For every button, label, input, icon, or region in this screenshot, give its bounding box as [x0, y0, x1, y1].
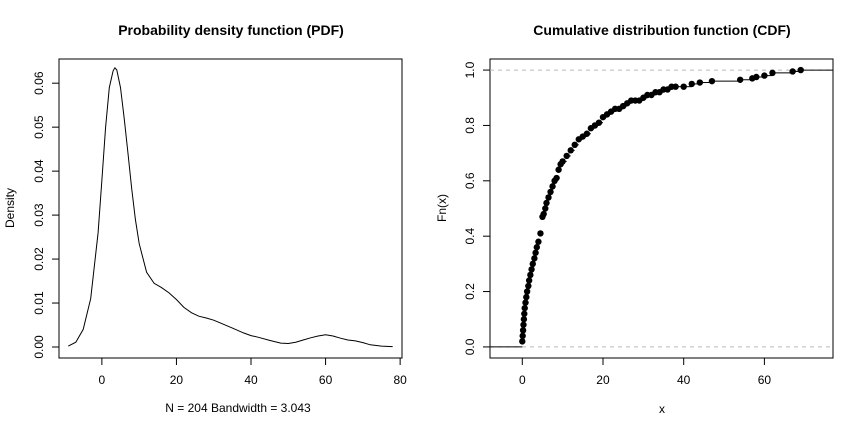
cdf-point: [525, 282, 532, 290]
cdf-point: [761, 72, 768, 79]
cdf-panel: Cumulative distribution function (CDF) 0…: [435, 22, 834, 416]
cdf-x-tick-label: 60: [758, 373, 772, 387]
cdf-point: [519, 332, 526, 340]
cdf-point: [545, 194, 552, 201]
pdf-y-tick-label: 0.01: [32, 291, 46, 315]
cdf-point: [540, 210, 547, 218]
cdf-point: [688, 80, 695, 88]
cdf-point: [519, 327, 527, 334]
cdf-point: [531, 255, 538, 262]
cdf-x-tick-label: 0: [519, 373, 526, 387]
pdf-x-tick-label: 60: [319, 373, 333, 387]
pdf-x-label: N = 204 Bandwidth = 3.043: [165, 401, 311, 415]
cdf-point: [595, 119, 603, 126]
cdf-point: [571, 141, 578, 149]
cdf-point: [521, 304, 528, 312]
cdf-point: [708, 77, 716, 85]
cdf-point: [523, 288, 531, 295]
cdf-point: [672, 83, 679, 90]
pdf-x-tick-label: 20: [170, 373, 184, 387]
pdf-y-axis: 0.00 0.01 0.02 0.03 0.04 0.05 0.06: [32, 71, 60, 359]
pdf-y-tick-label: 0.06: [32, 71, 46, 95]
cdf-point: [567, 147, 574, 154]
cdf-point: [533, 244, 541, 251]
cdf-y-axis: 0.0 0.2 0.4 0.6 0.8 1.0: [463, 61, 491, 355]
cdf-y-tick-label: 0.4: [463, 228, 477, 245]
cdf-point: [789, 68, 796, 75]
cdf-point: [549, 183, 556, 190]
cdf-point: [553, 174, 560, 182]
cdf-y-tick-label: 0.2: [463, 283, 477, 300]
pdf-y-tick-label: 0.02: [32, 247, 46, 271]
cdf-point: [542, 205, 549, 212]
cdf-point: [559, 158, 566, 165]
pdf-y-tick-label: 0.05: [32, 115, 46, 139]
cdf-point: [520, 321, 527, 328]
pdf-title: Probability density function (PDF): [118, 22, 344, 38]
cdf-point: [555, 166, 562, 173]
cdf-marks: [490, 66, 833, 348]
cdf-title: Cumulative distribution function (CDF): [533, 22, 790, 38]
pdf-y-tick-label: 0.04: [32, 159, 46, 183]
pdf-density-curve: [68, 66, 393, 348]
pdf-x-tick-label: 0: [99, 373, 106, 387]
cdf-point: [547, 188, 554, 196]
cdf-point: [535, 238, 542, 245]
pdf-y-tick-label: 0.03: [32, 203, 46, 227]
cdf-point: [537, 230, 544, 237]
cdf-y-tick-label: 0.6: [463, 172, 477, 189]
cdf-point: [563, 152, 570, 160]
cdf-point: [769, 69, 776, 77]
cdf-point: [523, 293, 530, 301]
cdf-y-label: Fn(x): [435, 194, 449, 222]
cdf-y-tick-label: 0.0: [463, 338, 477, 355]
cdf-point: [696, 79, 704, 86]
cdf-x-label: x: [659, 402, 665, 416]
cdf-point: [543, 199, 550, 207]
cdf-point: [532, 249, 539, 256]
cdf-y-tick-label: 0.8: [463, 117, 477, 134]
cdf-point: [680, 83, 687, 90]
pdf-plot-frame: [58, 58, 403, 359]
cdf-plot-frame: [489, 58, 834, 359]
cdf-point: [522, 299, 529, 306]
cdf-x-tick-label: 40: [677, 373, 691, 387]
pdf-x-axis: 0 20 40 60 80: [99, 357, 407, 387]
cdf-point: [525, 277, 533, 284]
cdf-point: [736, 76, 744, 83]
cdf-point: [521, 310, 528, 317]
cdf-x-axis: 0 20 40 60: [519, 357, 772, 387]
pdf-x-tick-label: 40: [244, 373, 258, 387]
pdf-y-label: Density: [3, 188, 17, 228]
cdf-point: [583, 130, 591, 137]
cdf-point: [519, 338, 526, 345]
cdf-point: [527, 271, 534, 279]
pdf-marks: [68, 66, 393, 348]
cdf-point: [528, 266, 535, 273]
pdf-y-tick-label: 0.00: [32, 335, 46, 359]
cdf-point: [797, 66, 804, 74]
cdf-x-tick-label: 20: [596, 373, 610, 387]
cdf-point: [753, 73, 760, 81]
cdf-point: [529, 260, 536, 268]
cdf-y-tick-label: 1.0: [463, 61, 477, 78]
cdf-point: [520, 316, 528, 323]
pdf-panel: Probability density function (PDF) 0 20 40…: [3, 22, 407, 415]
pdf-x-tick-label: 80: [393, 373, 407, 387]
